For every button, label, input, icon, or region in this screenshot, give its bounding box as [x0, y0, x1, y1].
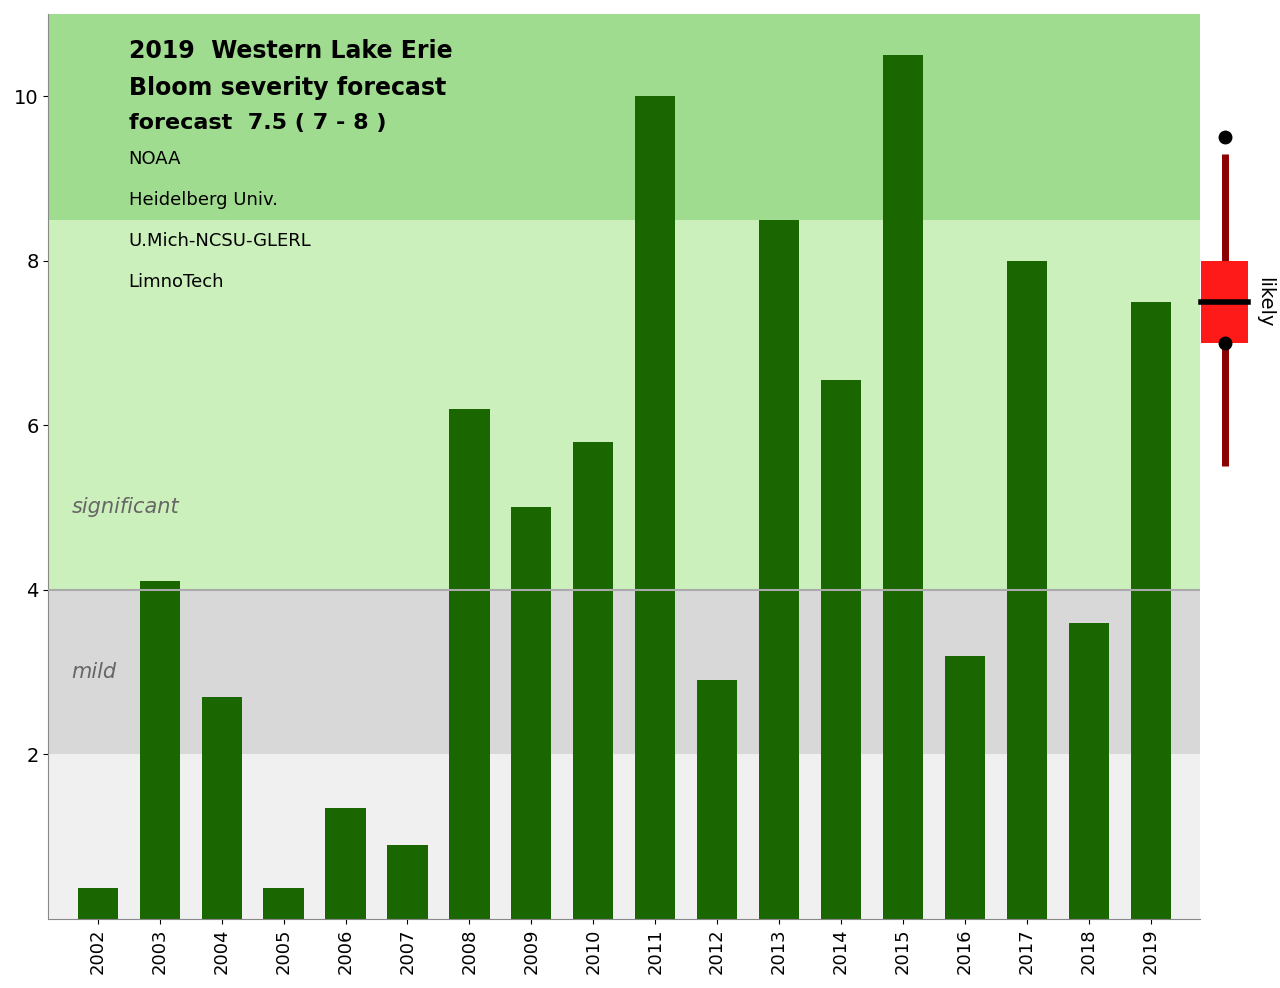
Bar [1130, 301, 1171, 919]
Text: forecast  7.5 ( 7 - 8 ): forecast 7.5 ( 7 - 8 ) [129, 113, 387, 132]
Text: Bloom severity forecast: Bloom severity forecast [129, 76, 445, 100]
Bar [511, 508, 552, 919]
Bar [140, 582, 180, 919]
Bar [78, 888, 118, 919]
Bar [49, 219, 1201, 590]
Text: U.Mich-NCSU-GLERL: U.Mich-NCSU-GLERL [129, 232, 311, 250]
Text: Heidelberg Univ.: Heidelberg Univ. [129, 191, 278, 208]
Bar [49, 14, 1201, 219]
Bar [1069, 622, 1108, 919]
Text: significant: significant [72, 497, 179, 518]
Bar [264, 888, 303, 919]
Text: mild: mild [72, 662, 116, 682]
Bar [449, 409, 489, 919]
Text: 2019  Western Lake Erie: 2019 Western Lake Erie [129, 39, 452, 62]
Bar [573, 442, 613, 919]
Bar [883, 55, 923, 919]
Bar [388, 845, 428, 919]
Bar [201, 697, 242, 919]
Bar [635, 96, 676, 919]
Bar [1006, 261, 1047, 919]
Bar [49, 754, 1201, 919]
Bar [1202, 261, 1248, 343]
Bar [325, 808, 366, 919]
Text: likely: likely [1254, 277, 1274, 327]
Bar [698, 680, 737, 919]
Bar [759, 219, 799, 919]
Text: NOAA: NOAA [129, 149, 182, 168]
Bar [820, 380, 861, 919]
Bar [49, 590, 1201, 754]
Bar [945, 655, 986, 919]
Text: LimnoTech: LimnoTech [129, 273, 224, 291]
